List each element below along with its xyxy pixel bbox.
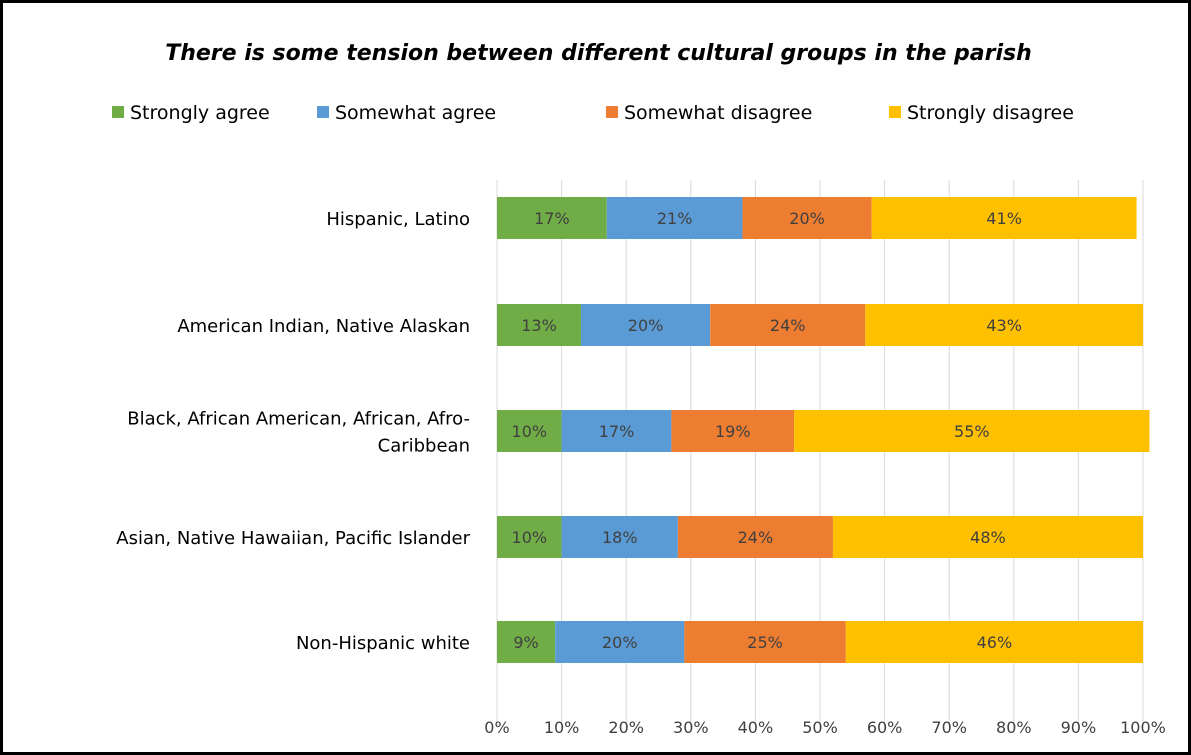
x-tick-label-70: 70% bbox=[931, 718, 967, 737]
x-tick-label-30: 30% bbox=[673, 718, 709, 737]
bar-1-1 bbox=[580, 304, 711, 346]
x-tick-label-40: 40% bbox=[738, 718, 774, 737]
bar-0-0 bbox=[497, 197, 607, 239]
category-label-3: Asian, Native Hawaiian, Pacific Islander bbox=[116, 528, 470, 549]
data-label-3-2: 24% bbox=[738, 528, 774, 547]
bar-4-2 bbox=[684, 621, 846, 663]
data-label-0-0: 17% bbox=[534, 209, 570, 228]
data-label-0-3: 41% bbox=[986, 209, 1022, 228]
data-label-4-0: 9% bbox=[513, 633, 538, 652]
bar-3-0 bbox=[497, 516, 562, 558]
bar-4-3 bbox=[845, 621, 1143, 663]
legend-label-0: Strongly agree bbox=[130, 102, 270, 124]
x-tick-label-80: 80% bbox=[996, 718, 1032, 737]
category-label-2-line-0: Black, African American, African, Afro- bbox=[127, 409, 470, 430]
bar-0-1 bbox=[606, 197, 743, 239]
data-label-0-2: 20% bbox=[789, 209, 825, 228]
category-label-0: Hispanic, Latino bbox=[326, 209, 470, 230]
category-label-4: Non-Hispanic white bbox=[296, 633, 470, 654]
legend-swatch-2 bbox=[606, 106, 618, 118]
legend-label-2: Somewhat disagree bbox=[624, 102, 812, 124]
legend-swatch-1 bbox=[317, 106, 329, 118]
bar-2-1 bbox=[561, 410, 672, 452]
x-tick-label-90: 90% bbox=[1061, 718, 1097, 737]
bar-2-2 bbox=[671, 410, 795, 452]
bar-0-2 bbox=[742, 197, 872, 239]
bar-3-2 bbox=[677, 516, 833, 558]
x-tick-label-50: 50% bbox=[802, 718, 838, 737]
data-label-2-0: 10% bbox=[512, 422, 548, 441]
x-tick-label-20: 20% bbox=[608, 718, 644, 737]
x-tick-label-10: 10% bbox=[544, 718, 580, 737]
x-tick-label-0: 0% bbox=[484, 718, 509, 737]
category-label-2-line-1: Caribbean bbox=[378, 436, 470, 457]
category-label-1: American Indian, Native Alaskan bbox=[177, 316, 470, 337]
data-label-4-3: 46% bbox=[977, 633, 1013, 652]
bar-3-3 bbox=[832, 516, 1143, 558]
data-label-3-3: 48% bbox=[970, 528, 1006, 547]
bar-4-1 bbox=[555, 621, 685, 663]
data-label-3-0: 10% bbox=[512, 528, 548, 547]
legend-swatch-0 bbox=[112, 106, 124, 118]
data-label-1-0: 13% bbox=[521, 316, 557, 335]
legend-label-1: Somewhat agree bbox=[335, 102, 496, 124]
data-label-2-3: 55% bbox=[954, 422, 990, 441]
data-label-4-2: 25% bbox=[747, 633, 783, 652]
legend-label-3: Strongly disagree bbox=[907, 102, 1074, 124]
bar-1-0 bbox=[497, 304, 581, 346]
stacked-bar-chart: Hispanic, Latino American Indian, Native … bbox=[112, 102, 1166, 737]
x-tick-label-100: 100% bbox=[1120, 718, 1166, 737]
data-label-3-1: 18% bbox=[602, 528, 638, 547]
bar-0-3 bbox=[871, 197, 1137, 239]
legend-swatch-3 bbox=[889, 106, 901, 118]
data-label-1-2: 24% bbox=[770, 316, 806, 335]
data-label-2-2: 19% bbox=[715, 422, 751, 441]
bar-4-0 bbox=[497, 621, 556, 663]
chart-title: There is some tension between different … bbox=[165, 41, 1032, 66]
bar-1-3 bbox=[865, 304, 1143, 346]
bar-2-0 bbox=[497, 410, 562, 452]
data-label-4-1: 20% bbox=[602, 633, 638, 652]
bar-1-2 bbox=[710, 304, 866, 346]
data-label-0-1: 21% bbox=[657, 209, 693, 228]
data-label-1-3: 43% bbox=[986, 316, 1022, 335]
bar-3-1 bbox=[561, 516, 678, 558]
data-label-2-1: 17% bbox=[599, 422, 635, 441]
x-tick-label-60: 60% bbox=[867, 718, 903, 737]
data-label-1-1: 20% bbox=[628, 316, 664, 335]
bar-2-3 bbox=[794, 410, 1150, 452]
